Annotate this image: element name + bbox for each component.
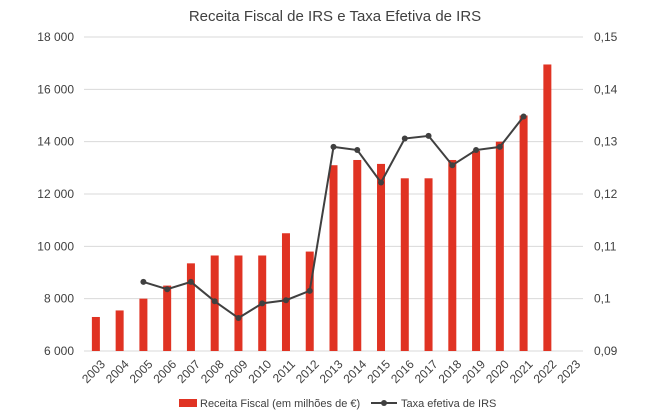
line-point bbox=[140, 278, 147, 285]
bar bbox=[400, 178, 409, 351]
right-tick-label: 0,14 bbox=[594, 82, 618, 96]
bar bbox=[305, 251, 314, 351]
legend: Receita Fiscal (em milhões de €) Taxa ef… bbox=[179, 398, 496, 410]
left-tick-label: 8 000 bbox=[44, 292, 74, 306]
line-series bbox=[140, 113, 527, 322]
bar bbox=[281, 233, 290, 351]
right-tick-label: 0,12 bbox=[594, 187, 618, 201]
line-point bbox=[378, 179, 385, 186]
bar bbox=[234, 255, 243, 351]
line-point bbox=[354, 147, 361, 154]
x-tick-label: 2013 bbox=[317, 357, 346, 386]
line-point bbox=[164, 286, 171, 293]
x-tick-label: 2021 bbox=[507, 357, 536, 386]
line-point bbox=[425, 132, 432, 139]
x-tick-label: 2018 bbox=[436, 357, 465, 386]
bar-series bbox=[91, 64, 552, 351]
legend-label-bar: Receita Fiscal (em milhões de €) bbox=[200, 398, 360, 410]
bar bbox=[495, 141, 504, 351]
x-tick-label: 2012 bbox=[293, 357, 322, 386]
right-axis: 0,09 0,1 0,11 0,12 0,13 0,14 0,15 bbox=[594, 30, 618, 358]
x-tick-label: 2004 bbox=[103, 357, 132, 386]
x-axis: 2003200420052006200720082009201020112012… bbox=[79, 357, 583, 386]
line-point bbox=[235, 315, 242, 322]
x-tick-label: 2007 bbox=[174, 357, 203, 386]
right-tick-label: 0,13 bbox=[594, 135, 618, 149]
x-tick-label: 2009 bbox=[222, 357, 251, 386]
line-point bbox=[473, 147, 480, 154]
x-tick-label: 2020 bbox=[483, 357, 512, 386]
bar bbox=[377, 163, 386, 351]
line-point bbox=[306, 287, 313, 294]
bar bbox=[353, 159, 362, 351]
legend-label-line: Taxa efetiva de IRS bbox=[401, 398, 496, 410]
right-tick-label: 0,11 bbox=[594, 239, 617, 253]
x-tick-label: 2010 bbox=[245, 357, 274, 386]
bar bbox=[139, 298, 148, 351]
x-tick-label: 2006 bbox=[150, 357, 179, 386]
x-tick-label: 2005 bbox=[127, 357, 156, 386]
chart-title: Receita Fiscal de IRS e Taxa Efetiva de … bbox=[189, 8, 481, 25]
bar bbox=[543, 64, 552, 351]
bar bbox=[91, 316, 100, 351]
x-tick-label: 2019 bbox=[459, 357, 488, 386]
line-point bbox=[520, 113, 527, 120]
bar bbox=[519, 115, 528, 351]
bar bbox=[424, 178, 433, 351]
bar bbox=[186, 263, 195, 351]
bar bbox=[115, 310, 124, 351]
x-tick-label: 2011 bbox=[270, 357, 298, 385]
line-point bbox=[449, 162, 456, 169]
left-tick-label: 6 000 bbox=[44, 344, 74, 358]
left-tick-label: 10 000 bbox=[37, 239, 74, 253]
left-tick-label: 16 000 bbox=[37, 82, 74, 96]
bar bbox=[329, 165, 338, 351]
line-point bbox=[211, 298, 218, 305]
line-point bbox=[330, 143, 337, 150]
right-tick-label: 0,1 bbox=[594, 292, 611, 306]
x-tick-label: 2022 bbox=[531, 357, 560, 386]
x-tick-label: 2023 bbox=[554, 357, 583, 386]
bar bbox=[163, 285, 172, 351]
x-tick-label: 2003 bbox=[79, 357, 108, 386]
x-tick-label: 2014 bbox=[341, 357, 370, 386]
left-tick-label: 18 000 bbox=[37, 30, 74, 44]
line-point bbox=[496, 143, 503, 150]
line-point bbox=[187, 278, 194, 285]
right-tick-label: 0,15 bbox=[594, 30, 618, 44]
bar bbox=[472, 150, 481, 351]
legend-swatch-bar bbox=[179, 399, 197, 407]
line-point bbox=[259, 300, 266, 307]
left-tick-label: 12 000 bbox=[37, 187, 74, 201]
x-tick-label: 2015 bbox=[364, 357, 393, 386]
x-tick-label: 2016 bbox=[388, 357, 417, 386]
right-tick-label: 0,09 bbox=[594, 344, 618, 358]
bar bbox=[448, 159, 457, 351]
left-axis: 6 000 8 000 10 000 12 000 14 000 16 000 18 000 bbox=[37, 30, 74, 358]
line-point bbox=[282, 297, 289, 304]
legend-swatch-marker bbox=[381, 400, 387, 406]
left-tick-label: 14 000 bbox=[37, 135, 74, 149]
line-point bbox=[401, 135, 408, 142]
x-tick-label: 2017 bbox=[412, 357, 441, 386]
x-tick-label: 2008 bbox=[198, 357, 227, 386]
